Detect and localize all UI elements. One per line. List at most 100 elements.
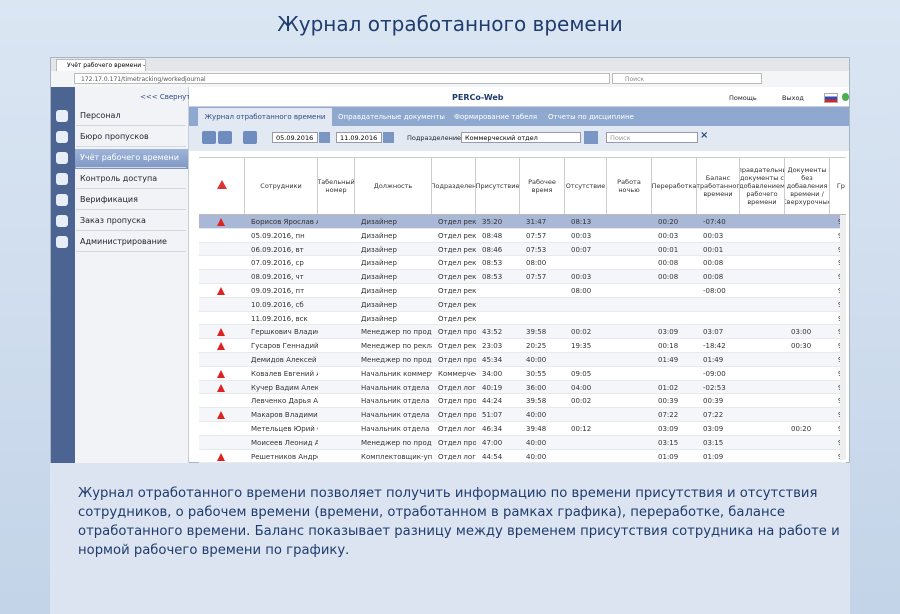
table-cell: Дизайнер (361, 273, 397, 282)
table-cell: Дизайнер (361, 218, 397, 226)
menu-selected-bg (75, 149, 188, 169)
tab[interactable]: Оправдательные документы (338, 113, 445, 121)
table-row[interactable] (199, 435, 846, 450)
header-cell (199, 158, 245, 214)
logout-link[interactable]: Выход (782, 94, 804, 102)
table-cell: Макаров Владимир А (251, 411, 318, 420)
menu-item[interactable]: Верификация (76, 190, 186, 210)
column-header[interactable]: Документы без добавления времени / Сверх… (785, 158, 830, 214)
table: Сотрудники Табельный номер Должность Подраз… (199, 157, 846, 463)
table-cell: 08.09.2016, чт (251, 273, 304, 282)
table-row[interactable] (199, 284, 846, 298)
date-from[interactable]: 05.09.2016 (272, 132, 318, 143)
menu-item[interactable]: Персонал (76, 106, 186, 126)
tab[interactable]: Отчеты по дисциплине (548, 113, 634, 121)
table-cell: Комплектовщик-упако (361, 452, 432, 461)
table-row[interactable] (199, 325, 846, 340)
list-button[interactable] (584, 131, 598, 144)
table-row[interactable] (199, 422, 846, 436)
menu-item[interactable]: Администрирование (76, 232, 186, 252)
menu-item[interactable]: Учёт рабочего времени (76, 148, 186, 168)
description-line: отработанного времени. Баланс показывает… (78, 524, 840, 539)
help-link[interactable]: Помощь (729, 94, 757, 102)
clear-button[interactable]: × (700, 130, 709, 141)
menu-item[interactable]: Заказ пропуска (76, 211, 186, 231)
sort-icon[interactable] (217, 180, 227, 189)
table-cell: Отдел рекл (438, 287, 476, 295)
table-row[interactable] (199, 380, 846, 395)
table-row[interactable] (199, 311, 846, 326)
column-header[interactable]: Оправдательные документы с добавлением р… (740, 158, 785, 214)
table-cell: 08:53 (482, 259, 503, 268)
column-header[interactable]: Табельный номер (318, 158, 355, 214)
table-cell: Начальник отдела прод (361, 411, 432, 420)
menu-button[interactable] (243, 131, 257, 144)
table-row[interactable] (199, 408, 846, 422)
table-cell: 44:24 (482, 397, 503, 406)
table-cell: 01:09 (703, 452, 724, 461)
table-row[interactable] (199, 297, 846, 312)
table-cell: 40:00 (526, 438, 547, 447)
column-header[interactable]: Рабочее время (520, 158, 565, 214)
calendar-button[interactable] (383, 132, 394, 143)
table-row[interactable] (199, 339, 846, 353)
menu-item[interactable]: Бюро пропусков (76, 127, 186, 147)
table-cell: 07:57 (526, 273, 547, 282)
table-cell: 45:34 (482, 356, 503, 364)
column-header[interactable]: Подразделен (432, 158, 476, 214)
table-row[interactable] (199, 228, 846, 243)
tab[interactable]: Формирование табеля (454, 113, 538, 121)
table-row[interactable] (199, 353, 846, 367)
search-box[interactable]: Поиск (612, 73, 762, 84)
flag[interactable] (824, 93, 838, 103)
search-button[interactable] (218, 131, 232, 144)
table-cell: 40:00 (526, 411, 547, 420)
department-field[interactable]: Коммерческий отдел (461, 132, 581, 143)
table-cell: 00:01 (658, 245, 679, 254)
table-cell: 00:18 (658, 342, 679, 351)
menu-item[interactable]: Контроль доступа (76, 169, 186, 189)
column-header[interactable]: Гр р (830, 158, 846, 214)
page-title: Журнал отработанного времени (277, 12, 623, 36)
url-bar[interactable]: 172.17.0.171/timetracking/workedjournal (74, 73, 610, 84)
browser-tab[interactable]: Учёт рабочего времени - ... (56, 59, 146, 71)
table-row[interactable] (199, 256, 846, 271)
calendar-button[interactable] (319, 132, 330, 143)
column-header[interactable]: Переработка (652, 158, 697, 214)
table-cell: Менеджер по продаж (361, 356, 432, 364)
table-cell: 39:58 (526, 328, 547, 337)
refresh-button[interactable] (202, 131, 216, 144)
menu-icon (56, 194, 68, 206)
scrollbar[interactable] (840, 215, 846, 460)
column-header[interactable]: Работа ночью (607, 158, 652, 214)
menu-icon (56, 215, 68, 227)
filter-box[interactable]: Поиск (606, 132, 698, 143)
table-cell: 03:00 (791, 328, 812, 337)
table-cell: 34:00 (482, 369, 503, 378)
warning-icon (217, 328, 225, 337)
table-row[interactable] (199, 215, 846, 229)
table-cell: 44:54 (482, 452, 503, 461)
table-row[interactable] (199, 366, 846, 381)
table-row[interactable] (199, 270, 846, 284)
table-cell: 05.09.2016, пн (251, 231, 305, 240)
menu-icon (56, 131, 68, 143)
table-cell: 07:22 (703, 411, 724, 420)
date-to[interactable]: 11.09.2016 (336, 132, 382, 143)
table-cell: Дизайнер (361, 245, 397, 254)
table-cell: Начальник отдела логи (361, 383, 432, 392)
table-row[interactable] (199, 394, 846, 409)
column-header[interactable]: Присутствие (476, 158, 520, 214)
column-header[interactable]: Баланс отработанного времени (697, 158, 740, 214)
column-header[interactable]: Отсутствие (565, 158, 607, 214)
table-row[interactable] (199, 449, 846, 463)
warning-icon (217, 287, 225, 295)
table-cell: Начальник отдела логи (361, 425, 432, 433)
table-cell: 06.09.2016, вт (251, 245, 304, 254)
tab-active[interactable]: Журнал отработанного времени (198, 108, 332, 126)
table-cell: 00:03 (571, 231, 592, 240)
table-row[interactable] (199, 242, 846, 257)
collapse-link[interactable]: <<< Свернуть (140, 93, 195, 101)
column-header[interactable]: Должность (355, 158, 432, 214)
column-header[interactable]: Сотрудники (245, 158, 318, 214)
